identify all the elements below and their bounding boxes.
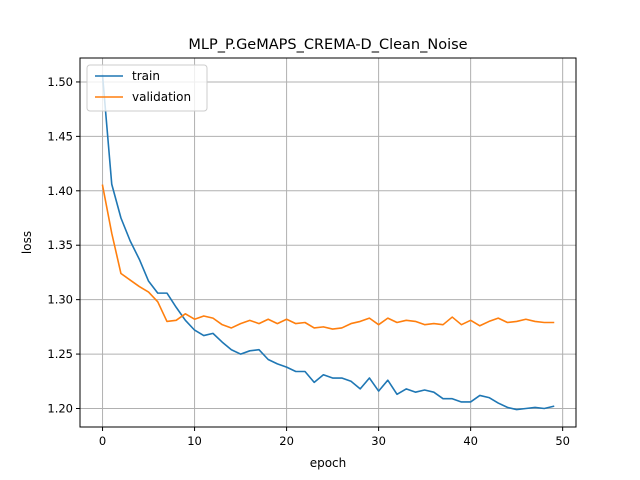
y-tick-label: 1.30 [47, 293, 73, 307]
series-layer [101, 74, 555, 411]
x-tick-label: 10 [187, 434, 202, 448]
y-tick-label: 1.45 [47, 129, 73, 143]
grid-layer [80, 58, 576, 427]
legend-label-validation: validation [132, 90, 191, 104]
x-tick-label: 20 [279, 434, 294, 448]
y-tick-label: 1.20 [47, 401, 73, 415]
y-tick-label: 1.50 [47, 75, 73, 89]
x-tick-label: 30 [371, 434, 386, 448]
y-tick-label: 1.40 [47, 184, 73, 198]
y-tick-label: 1.35 [47, 238, 73, 252]
x-tick-label: 40 [463, 434, 478, 448]
series-line-validation [101, 184, 555, 330]
chart-title: MLP_P.GeMAPS_CREMA-D_Clean_Noise [188, 37, 467, 53]
x-tick-label: 0 [99, 434, 106, 448]
plot-frame [79, 57, 577, 428]
series-line-train [101, 74, 555, 411]
y-tick-label: 1.25 [47, 347, 73, 361]
legend-label-train: train [132, 69, 160, 83]
tick-layer: 0 10 20 30 40 50 1.20 1.25 1.30 1.35 1.40 1.45 1.50 [47, 75, 570, 448]
x-axis-label: epoch [310, 456, 347, 470]
legend: train validation [86, 64, 208, 112]
x-tick-label: 50 [555, 434, 570, 448]
y-axis-label: loss [20, 231, 34, 254]
